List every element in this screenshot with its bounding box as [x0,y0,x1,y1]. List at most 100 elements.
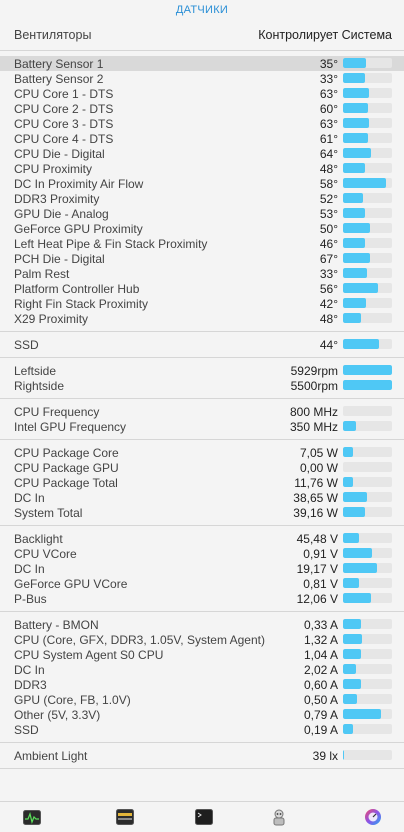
sensor-value: 0,81 V [303,576,338,591]
sensor-name: CPU Package GPU [14,460,119,475]
sensor-value: 0,33 A [303,617,338,632]
sensor-row[interactable]: System Total 39,16 W [0,505,404,520]
sensor-level-bar [343,253,392,263]
sensor-row[interactable]: X29 Proximity 48° [0,311,404,326]
sensor-value: 2,02 A [303,662,338,677]
sensor-level-bar [343,73,392,83]
sensor-level-fill [343,664,356,674]
sensor-row[interactable]: CPU Core 1 - DTS 63° [0,86,404,101]
sensor-name: DDR3 [14,677,47,692]
sensor-level-fill [343,58,366,68]
sensor-row[interactable]: GeForce GPU VCore 0,81 V [0,576,404,591]
sensor-row[interactable]: GPU Die - Analog 53° [0,206,404,221]
sensor-row[interactable]: CPU System Agent S0 CPU 1,04 A [0,647,404,662]
sensor-level-fill [343,548,372,558]
sensor-level-fill [343,118,369,128]
sensor-value: 60° [319,101,338,116]
sensor-level-bar [343,548,392,558]
sensor-name: CPU Proximity [14,161,93,176]
sensor-level-fill [343,178,386,188]
sensor-value: 63° [319,86,338,101]
sensor-row[interactable]: CPU Package Total 11,76 W [0,475,404,490]
sensor-row[interactable]: CPU Package Core 7,05 W [0,445,404,460]
sensor-level-bar [343,163,392,173]
sensor-row[interactable]: Ambient Light 39 lx [0,748,404,763]
sensor-level-bar [343,563,392,573]
sensor-row[interactable]: SSD 44° [0,337,404,352]
sensor-row[interactable]: CPU Core 2 - DTS 60° [0,101,404,116]
console-warning-icon[interactable] [116,809,134,825]
sensor-name: Platform Controller Hub [14,281,140,296]
tab-title[interactable]: ДАТЧИКИ [175,4,229,16]
sensor-row[interactable]: PCH Die - Digital 67° [0,251,404,266]
sensor-row[interactable]: DDR3 0,60 A [0,677,404,692]
sensor-row[interactable]: CPU Core 3 - DTS 63° [0,116,404,131]
sensor-row[interactable]: P-Bus 12,06 V [0,591,404,606]
sensor-row[interactable]: Left Heat Pipe & Fin Stack Proximity 46° [0,236,404,251]
sensor-level-fill [343,253,370,263]
sensor-row[interactable]: DDR3 Proximity 52° [0,191,404,206]
sensor-level-fill [343,380,392,390]
automator-icon[interactable] [270,809,288,826]
sensor-level-bar [343,664,392,674]
sensor-level-fill [343,447,353,457]
sensor-row[interactable]: DC In 2,02 A [0,662,404,677]
sensor-value: 11,76 W [294,475,338,490]
sensor-row[interactable]: Battery - BMON 0,33 A [0,617,404,632]
sensor-value: 44° [319,337,338,352]
sensor-value: 61° [319,131,338,146]
sensor-row[interactable]: SSD 0,19 A [0,722,404,737]
sensor-name: CPU Frequency [14,404,100,419]
sensor-row[interactable]: DC In Proximity Air Flow 58° [0,176,404,191]
sensor-name: Battery Sensor 2 [14,71,104,86]
sensor-row[interactable]: CPU Die - Digital 64° [0,146,404,161]
sensor-name: SSD [14,337,39,352]
sensor-row[interactable]: Right Fin Stack Proximity 42° [0,296,404,311]
sensor-row[interactable]: Battery Sensor 1 35° [0,56,404,71]
sensor-level-bar [343,313,392,323]
sensor-row[interactable]: CPU Core 4 - DTS 61° [0,131,404,146]
terminal-icon[interactable] [195,809,213,825]
sensor-row[interactable]: Rightside 5500rpm [0,378,404,393]
sensor-level-fill [343,208,365,218]
sensor-row[interactable]: DC In 38,65 W [0,490,404,505]
sensor-name: Right Fin Stack Proximity [14,296,149,311]
sensor-name: CPU Die - Digital [14,146,105,161]
sensor-level-bar [343,339,392,349]
sensor-name: P-Bus [14,591,47,606]
sensor-name: CPU Core 2 - DTS [14,101,114,116]
sensor-level-bar [343,58,392,68]
sensor-row[interactable]: Battery Sensor 2 33° [0,71,404,86]
sensor-value: 56° [319,281,338,296]
sensor-row[interactable]: CPU Proximity 48° [0,161,404,176]
sensor-row[interactable]: GeForce GPU Proximity 50° [0,221,404,236]
sensor-row[interactable]: Backlight 45,48 V [0,531,404,546]
section-ssd: SSD 44° [0,332,404,358]
sensor-row[interactable]: CPU Package GPU 0,00 W [0,460,404,475]
sensor-row[interactable]: Leftside 5929rpm [0,363,404,378]
sensor-name: CPU System Agent S0 CPU [14,647,164,662]
sensor-row[interactable]: Other (5V, 3.3V) 0,79 A [0,707,404,722]
sensor-name: Left Heat Pipe & Fin Stack Proximity [14,236,208,251]
fans-label: Вентиляторы [14,28,92,42]
istat-menus-icon[interactable] [364,809,382,825]
sensor-row[interactable]: DC In 19,17 V [0,561,404,576]
sensor-name: Ambient Light [14,748,88,763]
sensor-row[interactable]: GPU (Core, FB, 1.0V) 0,50 A [0,692,404,707]
sensor-row[interactable]: CPU Frequency 800 MHz [0,404,404,419]
sensor-value: 42° [319,296,338,311]
sensor-level-fill [343,283,378,293]
sensor-name: GPU Die - Analog [14,206,109,221]
sensor-row[interactable]: Palm Rest 33° [0,266,404,281]
sensor-value: 63° [319,116,338,131]
sensor-level-fill [343,268,367,278]
fans-control-header[interactable]: Вентиляторы Контролирует Система [0,20,404,51]
sensor-row[interactable]: Platform Controller Hub 56° [0,281,404,296]
sensor-list: Battery Sensor 1 35° Battery Sensor 2 33° CP… [0,51,404,769]
sensor-level-fill [343,365,392,375]
sensor-row[interactable]: CPU VCore 0,91 V [0,546,404,561]
sensor-row[interactable]: Intel GPU Frequency 350 MHz [0,419,404,434]
fans-control-mode[interactable]: Контролирует Система [258,28,392,42]
activity-monitor-icon[interactable] [23,809,41,825]
sensor-row[interactable]: CPU (Core, GFX, DDR3, 1.05V, System Agen… [0,632,404,647]
